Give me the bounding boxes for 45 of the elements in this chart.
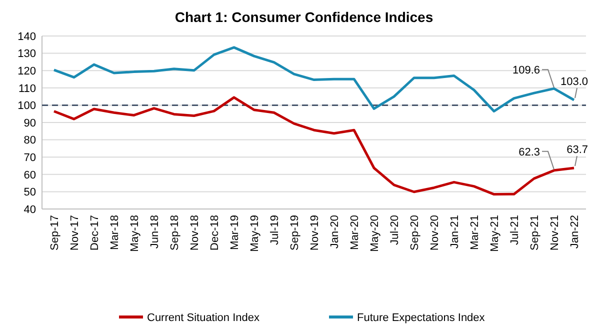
x-tick-label: Dec-18	[209, 215, 221, 250]
x-tick-label: Sep-17	[49, 215, 61, 250]
x-tick-label: Jan-22	[569, 215, 581, 249]
y-tick-label: 140	[18, 30, 36, 43]
x-tick-label: May-20	[369, 215, 381, 252]
x-tick-label: May-18	[129, 215, 141, 252]
x-tick-label: Dec-17	[89, 215, 101, 250]
x-tick-label: Nov-18	[189, 215, 201, 250]
x-tick-label: Nov-21	[549, 215, 561, 250]
data-label: 109.6	[512, 64, 540, 77]
x-tick-label: Mar-21	[469, 215, 481, 250]
x-tick-label: Jul-21	[509, 215, 521, 245]
chart-title: Chart 1: Consumer Confidence Indices	[174, 9, 434, 25]
legend-label: Future Expectations Index	[357, 312, 486, 324]
x-tick-label: May-21	[489, 215, 501, 252]
y-tick-label: 50	[24, 186, 36, 199]
x-tick-label: Nov-20	[429, 215, 441, 250]
data-label: 62.3	[518, 146, 540, 159]
x-tick-label: Jan-21	[449, 215, 461, 249]
y-tick-label: 70	[24, 152, 36, 164]
x-tick-label: Nov-19	[309, 215, 321, 250]
x-tick-label: Jan-20	[329, 215, 341, 249]
x-tick-label: Sep-19	[289, 215, 301, 250]
y-tick-label: 100	[18, 100, 36, 112]
y-tick-label: 130	[18, 48, 36, 60]
legend-label: Current Situation Index	[147, 312, 260, 324]
x-tick-label: Jul-19	[269, 215, 281, 245]
x-tick-label: Mar-20	[349, 215, 361, 250]
x-tick-label: Mar-18	[109, 215, 121, 250]
y-tick-label: 120	[18, 65, 36, 78]
x-tick-label: Sep-21	[529, 215, 541, 250]
y-tick-label: 110	[18, 82, 36, 95]
y-tick-label: 60	[24, 169, 36, 182]
x-tick-label: Mar-19	[229, 215, 241, 250]
y-tick-label: 80	[24, 134, 36, 147]
x-tick-label: Sep-20	[409, 215, 421, 250]
y-tick-label: 40	[24, 204, 36, 216]
y-tick-label: 90	[24, 117, 36, 130]
x-tick-label: Sep-18	[169, 215, 181, 250]
x-tick-label: Jun-18	[149, 215, 161, 249]
data-label: 103.0	[560, 76, 588, 88]
x-tick-label: Jul-20	[389, 215, 401, 245]
x-tick-label: Nov-17	[69, 215, 81, 250]
x-tick-label: May-19	[249, 215, 261, 252]
data-label: 63.7	[566, 144, 588, 156]
